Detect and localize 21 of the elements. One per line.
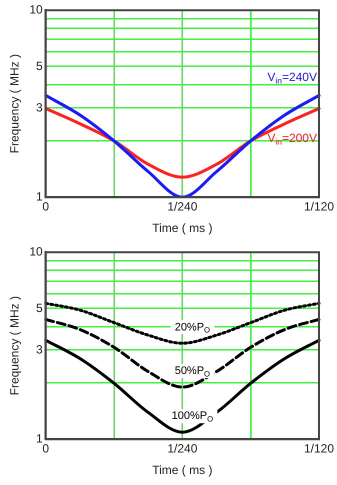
y-tick-label: 1 [36,432,44,446]
line-series [44,302,320,345]
y-tick-label: 1 [36,190,44,204]
y-tick-label: 5 [36,58,44,73]
y-tick-label: 3 [36,342,44,356]
y-axis-title: Frequency ( MHz ) [8,296,22,396]
x-tick-label: 0 [42,442,50,456]
y-axis-title: Frequency ( MHz ) [8,54,22,154]
line-series [44,318,320,389]
line-series [44,338,320,434]
y-tick-label: 10 [29,244,44,259]
x-tick-label: 1/120 [304,442,334,456]
y-tick-label: 10 [29,2,44,17]
y-tick-label: 5 [36,300,44,315]
x-tick-label: 1/120 [304,200,334,214]
x-tick-label: 1/240 [167,442,198,456]
x-axis-title: Time ( ms ) [152,463,212,478]
y-tick-label: 3 [36,100,44,114]
x-tick-label: 1/240 [167,200,198,214]
x-tick-label: 0 [42,200,50,214]
x-axis-title: Time ( ms ) [152,221,212,236]
